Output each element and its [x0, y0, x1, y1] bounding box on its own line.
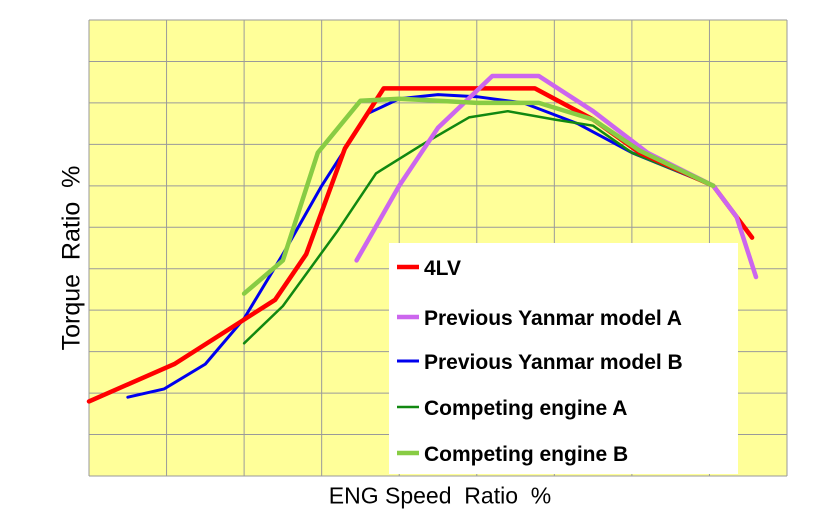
legend-label: Competing engine B: [424, 443, 628, 466]
series-lines: [86, 73, 759, 404]
y-axis-label: Torque Ratio %: [57, 165, 86, 351]
series-line-competing-engine-b: [241, 96, 716, 296]
legend-label: Previous Yanmar model B: [424, 351, 683, 374]
legend-box: [389, 243, 738, 474]
series-line-previous-yanmar-model-a: [354, 73, 759, 280]
series-line-previous-yanmar-model-b: [126, 93, 715, 399]
series-line-competing-engine-a: [242, 109, 715, 345]
legend-label: 4LV: [424, 257, 461, 280]
legend: 4LV Previous Yanmar model A Previous Yanma…: [389, 243, 738, 474]
x-axis-label: ENG Speed Ratio %: [328, 482, 552, 509]
legend-label: Competing engine A: [424, 397, 627, 420]
legend-label: Previous Yanmar model A: [424, 307, 682, 330]
